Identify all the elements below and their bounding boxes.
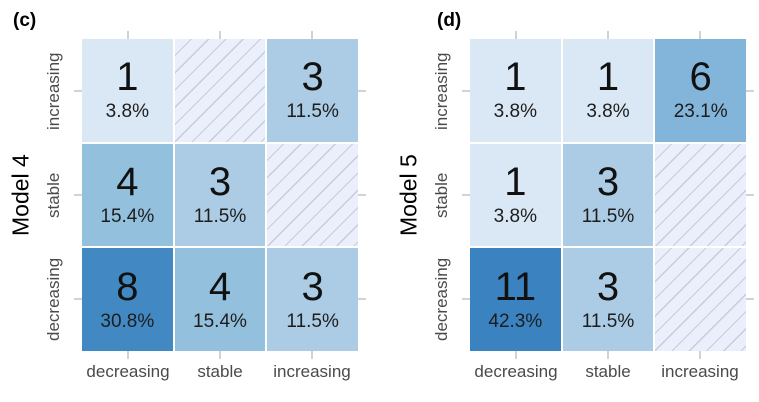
cell-count: 3 xyxy=(301,55,324,100)
cell-percent: 11.5% xyxy=(193,205,247,227)
heatmap-grid: 1 3.8% 3 11.5% 4 15.4% 3 11.5% 8 30.8% 4 15.4% 3 11.5… xyxy=(82,39,358,351)
cell-percent: 42.3% xyxy=(488,310,543,332)
axis-tick xyxy=(74,298,82,300)
y-tick-label: stable xyxy=(44,172,63,218)
axis-tick xyxy=(311,31,313,39)
heatmap-cell: 3 11.5% xyxy=(267,248,358,351)
x-tick-label: decreasing xyxy=(474,362,558,381)
axis-tick xyxy=(358,298,366,300)
cell-count: 1 xyxy=(116,55,139,100)
cell-percent: 11.5% xyxy=(286,310,339,332)
cell-percent: 15.4% xyxy=(193,310,247,332)
axis-tick xyxy=(515,351,517,359)
cell-percent: 23.1% xyxy=(673,101,728,123)
cell-percent: 3.8% xyxy=(586,101,630,123)
x-tick-label: stable xyxy=(197,362,243,381)
axis-tick xyxy=(127,31,129,39)
cell-count: 4 xyxy=(208,264,232,309)
panel-letter: (c) xyxy=(13,10,37,31)
axis-tick xyxy=(746,298,754,300)
y-tick-label: stable xyxy=(432,172,451,218)
y-tick-labels: increasing stable decreasing xyxy=(40,39,68,351)
cell-count: 8 xyxy=(116,264,139,309)
axis-tick xyxy=(515,31,517,39)
cell-percent: 11.5% xyxy=(286,101,339,123)
cell-count: 3 xyxy=(208,160,232,205)
axis-tick xyxy=(127,351,129,359)
cell-percent: 11.5% xyxy=(581,205,635,227)
axis-tick xyxy=(607,31,609,39)
axis-tick xyxy=(462,194,470,196)
y-tick-label: decreasing xyxy=(432,257,451,341)
axis-tick xyxy=(746,194,754,196)
heatmap-cell: 1 3.8% xyxy=(82,39,173,142)
x-tick-label: increasing xyxy=(273,362,351,381)
heatmap-cell: 3 11.5% xyxy=(174,143,266,247)
cell-percent: 30.8% xyxy=(100,310,155,332)
axis-tick xyxy=(358,90,366,92)
axis-tick xyxy=(607,351,609,359)
cell-percent: 11.5% xyxy=(581,310,635,332)
axis-tick xyxy=(699,351,701,359)
heatmap-cell: 4 15.4% xyxy=(82,143,173,247)
x-tick-labels: decreasing stable increasing xyxy=(82,362,358,382)
axis-tick xyxy=(219,31,221,39)
heatmap-cell-empty xyxy=(655,248,746,351)
heatmap-cell: 4 15.4% xyxy=(174,248,266,351)
cell-percent: 3.8% xyxy=(493,101,537,123)
heatmap-cell: 1 3.8% xyxy=(470,39,561,142)
heatmap-cell: 8 30.8% xyxy=(82,248,173,351)
cell-count: 6 xyxy=(689,55,712,100)
x-tick-label: increasing xyxy=(661,362,739,381)
axis-tick xyxy=(311,351,313,359)
axis-tick xyxy=(74,90,82,92)
heatmap-cell: 6 23.1% xyxy=(655,39,746,142)
cell-percent: 15.4% xyxy=(100,205,155,227)
heatmap-cell-empty xyxy=(174,39,266,142)
y-tick-label: increasing xyxy=(432,52,451,130)
cell-count: 3 xyxy=(596,264,620,309)
cell-count: 1 xyxy=(504,55,527,100)
cell-count: 3 xyxy=(596,160,620,205)
heatmap-cell: 1 3.8% xyxy=(470,143,561,247)
y-tick-label: decreasing xyxy=(44,257,63,341)
cell-count: 11 xyxy=(494,264,537,309)
axis-tick xyxy=(462,298,470,300)
panel-d: (d) Model 5 increasing stable decreasing 1… xyxy=(388,0,759,402)
y-axis-title: Model 4 xyxy=(7,154,34,236)
y-tick-labels: increasing stable decreasing xyxy=(428,39,456,351)
axis-tick xyxy=(74,194,82,196)
y-tick-label: increasing xyxy=(44,52,63,130)
cell-count: 3 xyxy=(301,264,324,309)
heatmap-cell: 3 11.5% xyxy=(562,143,654,247)
heatmap-cell: 3 11.5% xyxy=(267,39,358,142)
axis-tick xyxy=(462,90,470,92)
heatmap-cell-empty xyxy=(267,143,358,247)
cell-percent: 3.8% xyxy=(493,205,537,227)
heatmap-cell: 3 11.5% xyxy=(562,248,654,351)
cell-count: 1 xyxy=(504,160,527,205)
heatmap-cell: 11 42.3% xyxy=(470,248,561,351)
y-axis-title: Model 5 xyxy=(395,154,422,236)
x-tick-label: stable xyxy=(585,362,631,381)
axis-tick xyxy=(219,351,221,359)
x-tick-label: decreasing xyxy=(86,362,170,381)
heatmap-cell-empty xyxy=(655,143,746,247)
panel-letter: (d) xyxy=(437,10,462,31)
cell-count: 1 xyxy=(596,55,620,100)
heatmap-cell: 1 3.8% xyxy=(562,39,654,142)
heatmap-grid: 1 3.8% 1 3.8% 6 23.1% 1 3.8% 3 11.5% 11 42.3% 3 11.5% xyxy=(470,39,746,351)
cell-percent: 3.8% xyxy=(105,101,149,123)
cell-count: 4 xyxy=(116,160,139,205)
axis-tick xyxy=(358,194,366,196)
x-tick-labels: decreasing stable increasing xyxy=(470,362,746,382)
axis-tick xyxy=(699,31,701,39)
panel-c: (c) Model 4 increasing stable decreasing 1… xyxy=(7,10,366,382)
axis-tick xyxy=(746,90,754,92)
